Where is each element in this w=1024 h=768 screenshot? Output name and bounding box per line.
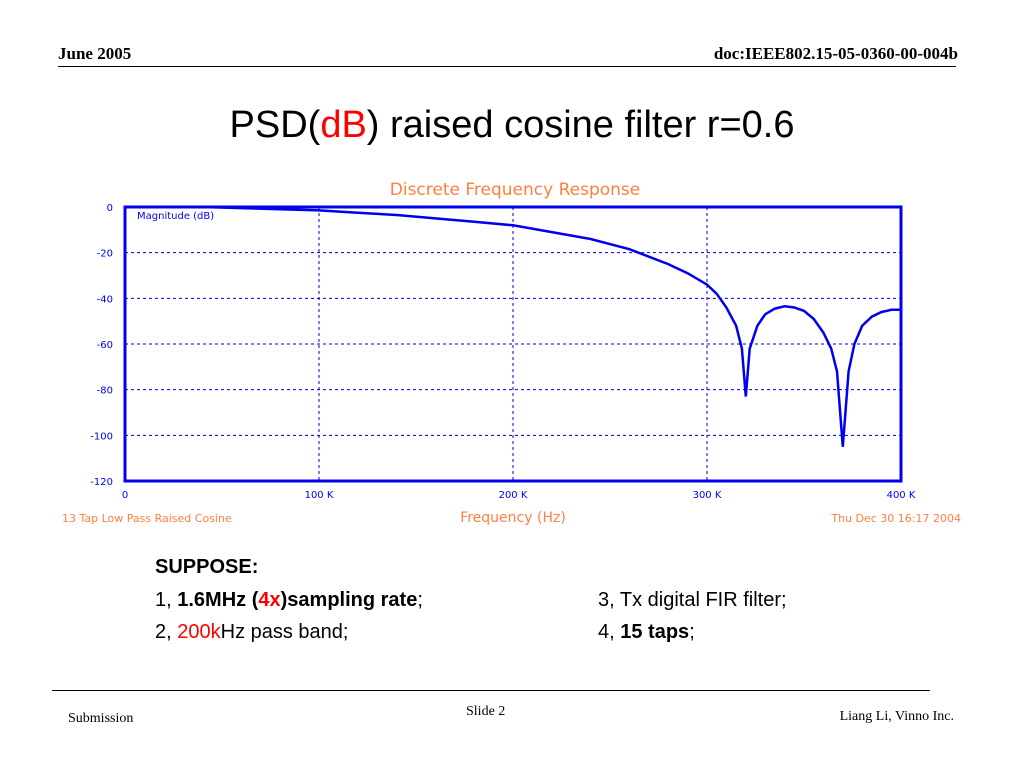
assumption-4-num: 4, [598,621,621,643]
series-line-magnitude [125,205,901,447]
x-tick-label: 300 K [693,490,722,501]
slide-title-pre: PSD( [229,104,321,146]
header-doc-id: doc:IEEE802.15-05-0360-00-004b [713,44,958,63]
assumption-2-label: Hz pass band; [220,621,349,643]
assumption-2-value: 200k [177,621,221,643]
x-tick-label: 400 K [887,490,916,501]
suppose-heading: SUPPOSE: [155,556,259,578]
chart-footer-right: Thu Dec 30 16:17 2004 [830,512,961,525]
y-tick-label: -120 [90,477,113,488]
x-tick-label: 100 K [305,490,334,501]
y-axis-ticks: 0 -20 -40 -60 -80 -100 -120 [90,203,113,488]
x-axis-label: Frequency (Hz) [460,510,566,526]
y-tick-label: -80 [97,386,113,397]
assumption-1-rate: 1.6MHz ( [177,589,259,611]
x-tick-label: 0 [122,490,128,501]
chart-footer-left: 13 Tap Low Pass Raised Cosine [62,512,232,525]
assumption-1: 1, 1.6MHz (4x)sampling rate; [155,589,423,612]
assumption-2: 2, 200kHz pass band; [155,621,348,644]
y-tick-label: -40 [97,294,113,305]
chart-title: Discrete Frequency Response [390,180,641,200]
grid-lines [125,207,901,481]
assumption-1-factor: 4x [258,589,281,611]
y-tick-label: 0 [107,203,113,214]
footer-rule [52,690,930,691]
y-tick-label: -100 [90,431,113,442]
assumption-4-taps: 15 taps [620,621,690,643]
frequency-response-chart: Discrete Frequency Response 0 -20 -40 -60 -8… [55,172,975,532]
assumption-2-num: 2, [155,621,178,643]
footer-author: Liang Li, Vinno Inc. [839,709,954,724]
assumption-1-num: 1, [155,589,178,611]
x-axis-ticks: 0 100 K 200 K 300 K 400 K [122,490,916,501]
assumption-1-end: ; [417,589,423,611]
header-rule [58,66,956,67]
slide-title-highlight: dB [320,104,367,146]
assumption-4: 4, 15 taps; [598,621,695,644]
slide-title: PSD(dB) raised cosine filter r=0.6 [0,104,1024,147]
footer-slide-number: Slide 2 [466,704,506,719]
series-label: Magnitude (dB) [137,211,214,222]
chart-svg: Discrete Frequency Response 0 -20 -40 -60 -8… [62,180,961,526]
x-tick-label: 200 K [499,490,528,501]
assumption-1-label: )sampling rate [280,589,418,611]
header-date: June 2005 [58,44,132,63]
footer-submission: Submission [68,711,134,726]
y-tick-label: -60 [97,340,113,351]
assumption-4-end: ; [689,621,695,643]
slide-title-post: ) raised cosine filter r=0.6 [366,104,795,146]
y-tick-label: -20 [97,249,113,260]
assumption-3: 3, Tx digital FIR filter; [598,589,787,611]
